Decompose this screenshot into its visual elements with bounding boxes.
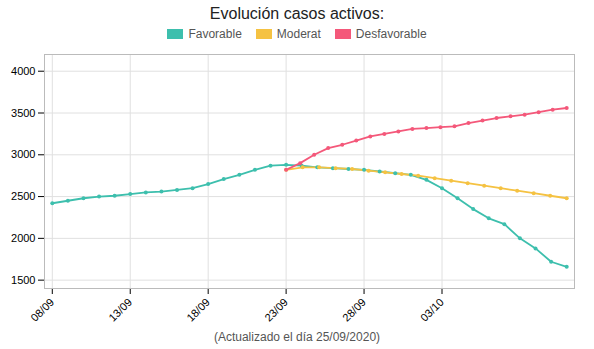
html-text:(Actualizado el día 25/09/2020: (Actualizado el día 25/09/2020) (213, 330, 381, 344)
svg-text:3500: 3500 (11, 107, 35, 119)
svg-text:2500: 2500 (11, 190, 35, 202)
svg-text:1500: 1500 (11, 274, 35, 286)
html-text:Moderat: Moderat (276, 27, 321, 41)
svg-text:28/09: 28/09 (340, 296, 368, 324)
svg-text:4000: 4000 (11, 65, 35, 77)
html-text:Favorable: Favorable (188, 27, 242, 41)
svg-text:08/09: 08/09 (28, 296, 56, 324)
svg-text:18/09: 18/09 (184, 296, 212, 324)
svg-text:3000: 3000 (11, 148, 35, 160)
html-text:Evolución casos activos:: Evolución casos activos: (209, 5, 385, 22)
svg-text:23/09: 23/09 (262, 296, 290, 324)
svg-text:03/10: 03/10 (418, 296, 446, 324)
svg-text:13/09: 13/09 (106, 296, 134, 324)
svg-text:2000: 2000 (11, 232, 35, 244)
html-text:Desfavorable: Desfavorable (355, 27, 427, 41)
